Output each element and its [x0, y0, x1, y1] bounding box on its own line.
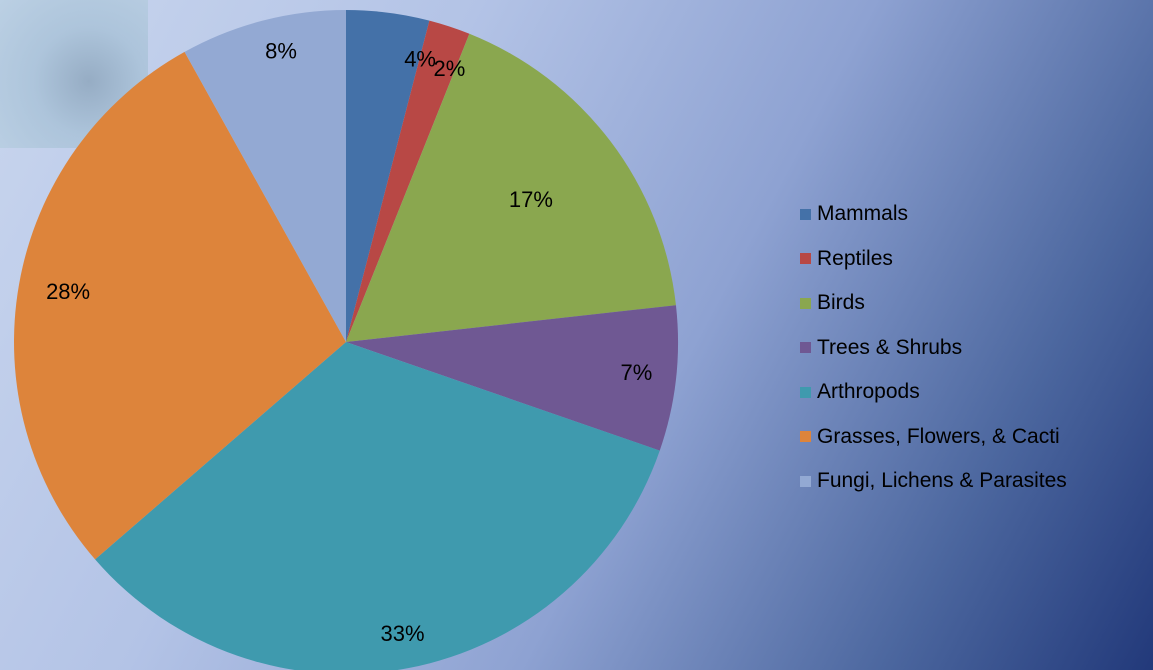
- legend-swatch: [800, 431, 811, 443]
- legend-swatch: [800, 386, 811, 398]
- legend-label: Mammals: [817, 202, 909, 226]
- legend-label: Reptiles: [817, 246, 893, 270]
- data-label: 8%: [265, 39, 297, 64]
- pie-slice-birds: [346, 33, 676, 342]
- data-label: 7%: [621, 360, 653, 385]
- data-label: 2%: [434, 56, 466, 81]
- legend-swatch: [800, 208, 811, 220]
- chart-legend: Mammals Reptiles Birds Trees & Shrubs Arthro…: [800, 192, 1067, 504]
- pie-slices: [13, 9, 678, 670]
- data-label: 4%: [404, 47, 436, 72]
- legend-item: Grasses, Flowers, & Cacti: [800, 415, 1067, 460]
- pie-slice-grasses-flowers-cacti: [13, 51, 347, 560]
- legend-label: Trees & Shrubs: [817, 335, 963, 359]
- pie-slice-reptiles: [346, 20, 470, 342]
- legend-swatch: [800, 253, 811, 265]
- legend-swatch: [800, 475, 811, 487]
- pie-slice-mammals: [346, 10, 430, 342]
- legend-swatch: [800, 342, 811, 354]
- pie-slice-fungi-lichens-parasites: [184, 9, 346, 342]
- data-label: 17%: [509, 187, 553, 212]
- legend-item: Reptiles: [800, 237, 1067, 282]
- data-label: 33%: [380, 621, 424, 646]
- legend-label: Grasses, Flowers, & Cacti: [817, 424, 1060, 448]
- pie-slice-arthropods: [95, 342, 660, 670]
- legend-label: Birds: [817, 291, 865, 315]
- legend-item: Mammals: [800, 192, 1067, 237]
- pie-data-labels: 4%2% 17% 7% 33% 28% 8%: [46, 39, 652, 647]
- legend-item: Trees & Shrubs: [800, 326, 1067, 371]
- legend-item: Birds: [800, 281, 1067, 326]
- legend-label: Arthropods: [817, 380, 920, 404]
- legend-item: Fungi, Lichens & Parasites: [800, 459, 1067, 504]
- legend-label: Fungi, Lichens & Parasites: [817, 469, 1067, 493]
- legend-item: Arthropods: [800, 370, 1067, 415]
- data-label: 28%: [46, 279, 90, 304]
- legend-swatch: [800, 297, 811, 309]
- pie-slice-trees-shrubs: [346, 305, 678, 451]
